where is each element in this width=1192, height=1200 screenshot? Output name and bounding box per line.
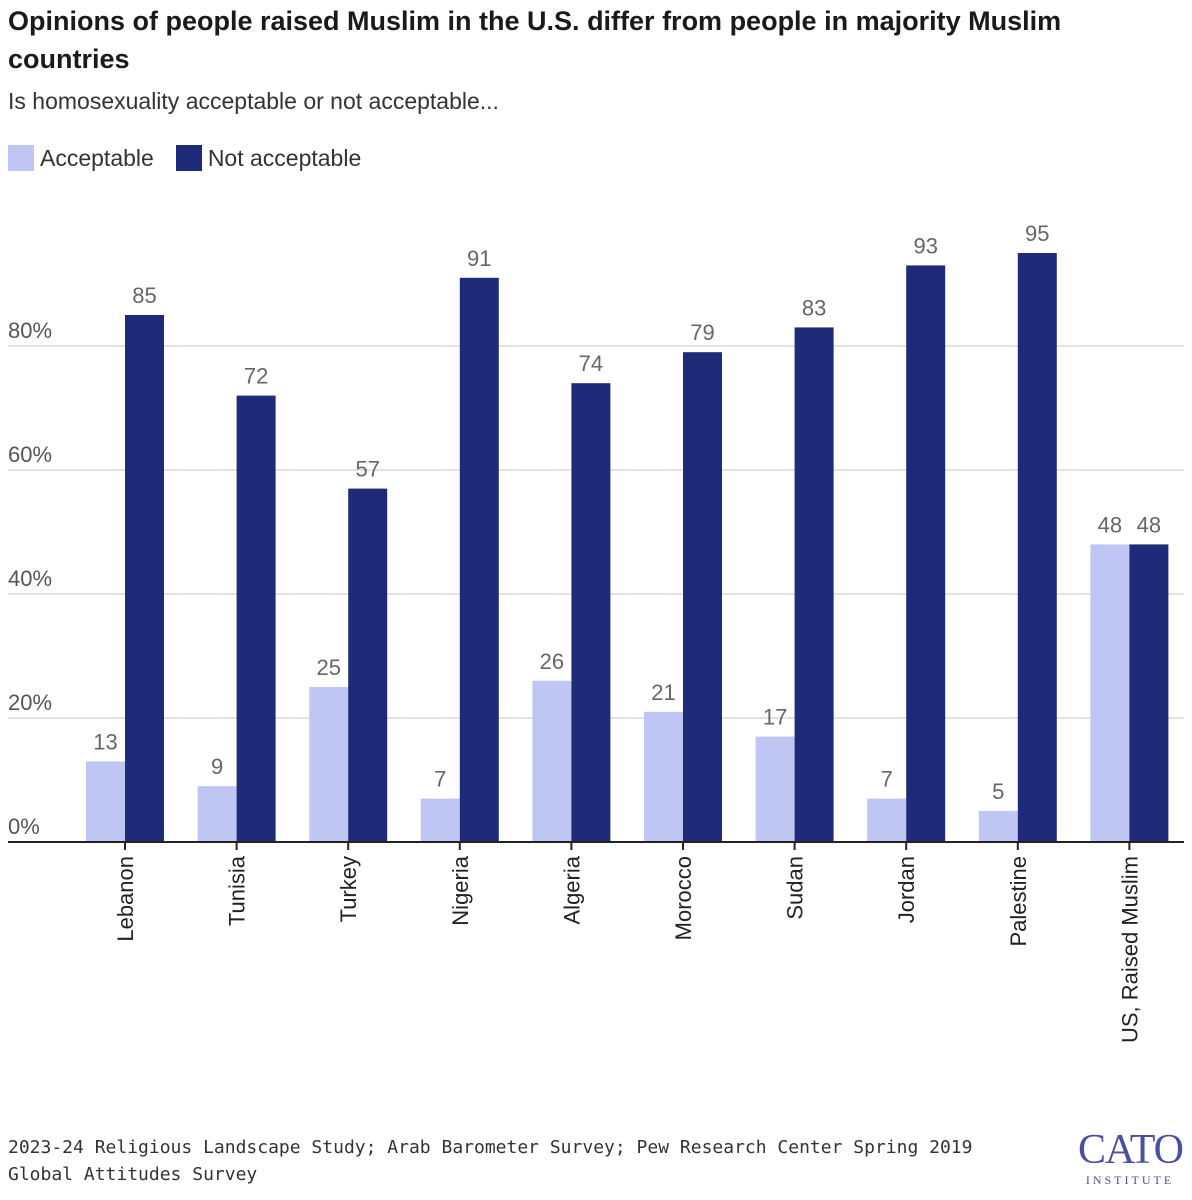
bar-acceptable <box>420 798 460 842</box>
logo-sub-text: INSTITUTE <box>1085 1173 1175 1187</box>
data-label: 48 <box>1098 512 1122 537</box>
data-label: 57 <box>355 457 379 482</box>
data-label: 13 <box>93 729 117 754</box>
chart-title: Opinions of people raised Muslim in the … <box>8 6 1062 74</box>
legend-swatch-acceptable <box>8 145 34 171</box>
legend: Acceptable Not acceptable <box>8 142 383 174</box>
logo-main-text: CATO <box>1078 1127 1184 1173</box>
x-tick-label: Jordan <box>894 856 919 923</box>
data-label: 5 <box>992 779 1004 804</box>
bar-not-acceptable <box>1017 253 1057 842</box>
legend-item-not-acceptable: Not acceptable <box>175 144 362 172</box>
bar-not-acceptable <box>125 315 164 842</box>
legend-label-not-acceptable: Not acceptable <box>207 144 362 171</box>
data-label: 25 <box>316 655 340 680</box>
x-tick-label: Lebanon <box>113 856 138 942</box>
bar-acceptable <box>532 680 572 842</box>
data-label: 83 <box>802 295 826 320</box>
bar-not-acceptable <box>1129 544 1169 842</box>
y-tick-label: 20% <box>8 690 52 715</box>
bar-acceptable <box>197 786 237 842</box>
data-label: 93 <box>913 233 937 258</box>
data-label: 79 <box>690 320 714 345</box>
bar-not-acceptable <box>459 277 499 842</box>
data-label: 72 <box>244 364 268 389</box>
data-label: 74 <box>579 351 603 376</box>
data-label: 17 <box>763 705 787 730</box>
legend-swatch-not-acceptable <box>175 145 202 171</box>
x-tick-label: Tunisia <box>225 855 250 926</box>
x-tick-label: Turkey <box>336 856 361 922</box>
y-tick-label: 80% <box>8 318 52 343</box>
data-label: 7 <box>881 767 893 792</box>
bar-acceptable <box>309 687 349 842</box>
x-tick-label: Morocco <box>671 856 696 940</box>
data-label: 7 <box>434 767 446 792</box>
bar-acceptable <box>644 711 683 842</box>
data-label: 91 <box>467 246 491 271</box>
bar-not-acceptable <box>571 383 611 842</box>
x-tick-label: US, Raised Muslim <box>1117 856 1142 1043</box>
x-tick-label: Sudan <box>783 856 808 920</box>
data-label: 48 <box>1137 512 1161 537</box>
data-label: 26 <box>540 649 564 674</box>
data-label: 95 <box>1025 221 1049 246</box>
chart-subtitle: Is homosexuality acceptable or not accep… <box>8 88 499 114</box>
legend-label-acceptable: Acceptable <box>40 144 154 171</box>
y-tick-label: 0% <box>8 814 40 839</box>
bar-not-acceptable <box>236 395 276 842</box>
y-tick-label: 40% <box>8 566 52 591</box>
x-tick-label: Algeria <box>559 855 584 924</box>
bar-chart: 0%20%40%60%80%1385Lebanon972Tunisia2557T… <box>8 221 1184 1043</box>
bar-not-acceptable <box>683 352 722 842</box>
y-tick-label: 60% <box>8 442 52 467</box>
bar-acceptable <box>86 761 125 842</box>
bar-acceptable <box>1090 544 1130 842</box>
x-tick-label: Palestine <box>1006 856 1031 947</box>
cato-institute-logo: CATO INSTITUTE <box>1078 1127 1184 1196</box>
legend-item-acceptable: Acceptable <box>8 145 154 172</box>
bar-not-acceptable <box>906 265 946 842</box>
data-label: 21 <box>651 680 675 705</box>
bar-acceptable <box>867 798 907 842</box>
bar-acceptable <box>978 811 1018 842</box>
bar-acceptable <box>755 736 795 842</box>
data-label: 9 <box>211 754 223 779</box>
source-note: 2023-24 Religious Landscape Study; Arab … <box>8 1137 973 1185</box>
data-label: 85 <box>132 283 156 308</box>
x-tick-label: Nigeria <box>448 855 473 925</box>
bar-not-acceptable <box>348 488 388 842</box>
bar-not-acceptable <box>794 327 834 842</box>
